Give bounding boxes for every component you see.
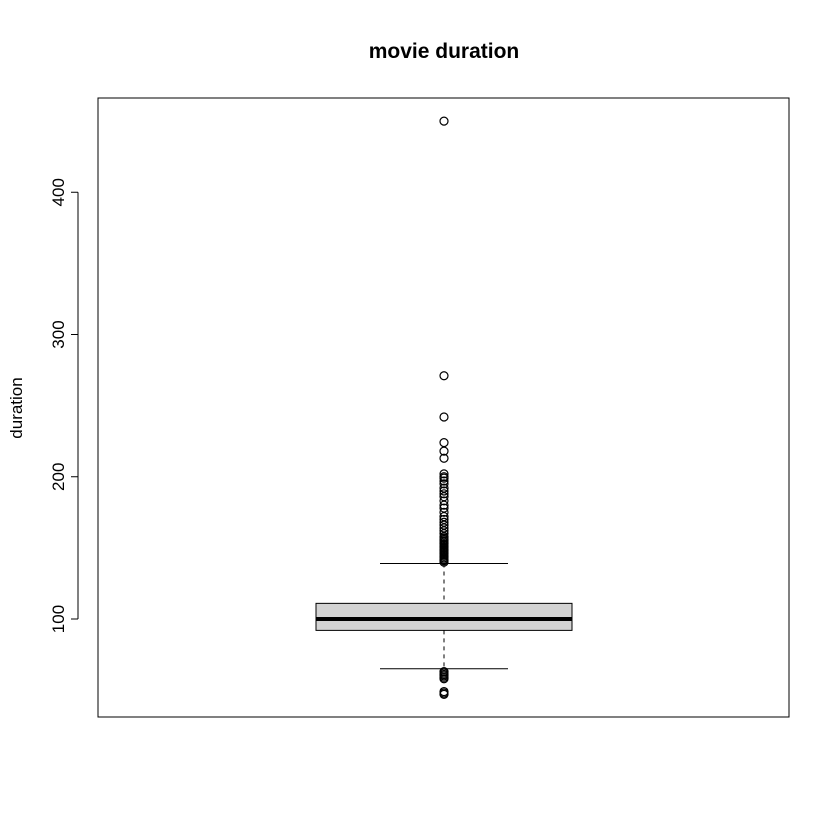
outlier-point bbox=[439, 469, 449, 479]
chart-title: movie duration bbox=[369, 40, 520, 63]
outlier-point bbox=[439, 453, 449, 463]
outlier-point bbox=[439, 507, 449, 517]
outlier-point bbox=[439, 686, 449, 697]
outlier-point bbox=[439, 371, 449, 381]
iqr-box bbox=[315, 602, 573, 631]
y-axis-label: duration bbox=[7, 377, 26, 438]
y-tick-label: 200 bbox=[49, 463, 68, 491]
outlier-point bbox=[439, 517, 449, 527]
outlier-point bbox=[439, 412, 449, 422]
outlier-point bbox=[439, 514, 449, 525]
outlier-point bbox=[439, 667, 449, 677]
y-axis: 100 200 300 400 bbox=[49, 178, 79, 633]
outlier-point bbox=[439, 486, 449, 496]
outlier-point bbox=[439, 438, 449, 448]
outlier-point bbox=[439, 483, 449, 493]
outlier-point bbox=[439, 479, 449, 489]
outlier-point bbox=[439, 116, 449, 126]
box-plot bbox=[315, 563, 573, 670]
y-tick-label: 400 bbox=[49, 178, 68, 206]
outlier-points bbox=[439, 116, 449, 699]
plot-frame bbox=[97, 97, 790, 718]
outlier-point bbox=[439, 472, 449, 482]
outlier-point bbox=[439, 489, 449, 499]
outlier-point bbox=[439, 476, 449, 486]
y-tick-label: 300 bbox=[49, 320, 68, 348]
outlier-point bbox=[439, 503, 449, 513]
y-tick-label: 100 bbox=[49, 605, 68, 633]
outlier-point bbox=[439, 496, 449, 506]
